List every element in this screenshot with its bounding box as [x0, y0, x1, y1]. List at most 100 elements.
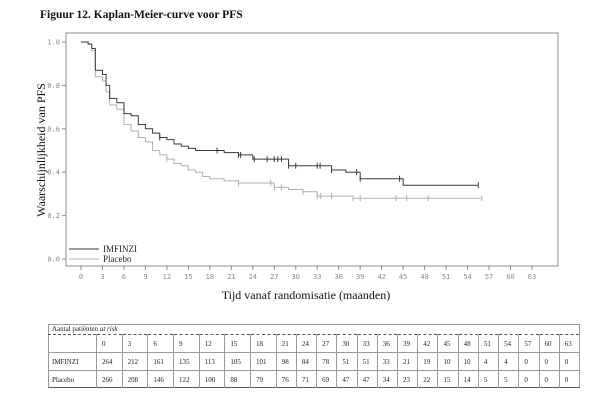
x-tick-label: 24	[249, 273, 257, 281]
risk-table-timepoint: 45	[437, 334, 459, 353]
risk-table-cell: 0	[518, 370, 540, 388]
risk-table-cell: 0	[538, 352, 560, 371]
risk-table-cell: 69	[316, 370, 337, 388]
risk-table-timepoint: 12	[198, 334, 225, 353]
risk-caption-italic: at risk	[99, 325, 118, 333]
x-axis-label: Tijd vanaf randomisatie (maanden)	[222, 288, 391, 302]
risk-table-cell: 10	[457, 352, 479, 371]
risk-table-cell: 88	[224, 370, 251, 388]
risk-table-cell: 34	[376, 370, 398, 388]
risk-table-cell: 0	[518, 352, 540, 371]
x-tick-label: 42	[377, 273, 385, 281]
risk-table-cell: 10	[437, 352, 459, 371]
x-tick-label: 60	[506, 273, 514, 281]
risk-table-timepoint: 24	[295, 334, 317, 353]
y-axis: 0.0 0.2 0.4 0.6 0.8 1.0	[47, 39, 66, 264]
risk-table-cell: 79	[250, 370, 277, 388]
plot-frame	[65, 32, 559, 267]
risk-table-cell: 135	[173, 352, 200, 371]
risk-table-cell: 264	[96, 352, 123, 371]
y-tick-label: 0.4	[47, 169, 60, 177]
x-tick-label: 51	[442, 273, 450, 281]
risk-table-cell: 76	[275, 370, 297, 388]
x-axis: 0 3 6 9 12 15 18 21 24 27 30 33 36 39 42 45 48 51 54 57 60 63	[79, 266, 536, 281]
legend-label-placebo: Placebo	[103, 254, 132, 264]
y-tick-label: 0.8	[47, 82, 60, 90]
km-chart: 0.00.20.40.60.81.0 0 3 6 9 12 15 18 21 24 27 30 33 3…	[34, 32, 559, 302]
x-tick-label: 63	[528, 273, 536, 281]
risk-table-row-label: IMFINZI	[48, 352, 97, 371]
risk-table-timepoint: 51	[477, 334, 499, 353]
curves	[81, 41, 483, 202]
risk-table-cell: 22	[417, 370, 438, 388]
x-tick-label: 45	[399, 273, 407, 281]
x-tick-label: 36	[334, 273, 342, 281]
x-tick-label: 9	[143, 273, 147, 281]
risk-table-timepoint: 33	[356, 334, 378, 353]
risk-table-cell: 4	[477, 352, 499, 371]
risk-table-corner	[48, 335, 97, 353]
risk-table-caption: Aantal patiënten at risk	[48, 324, 579, 335]
risk-table-cell: 47	[356, 370, 378, 388]
risk-table-timepoint: 60	[538, 334, 560, 353]
y-tick-label: 0.6	[47, 125, 60, 133]
x-tick-label: 27	[270, 273, 278, 281]
risk-table-timepoint: 54	[498, 334, 519, 353]
risk-table-timepoint: 42	[417, 334, 438, 353]
risk-table-cell: 19	[417, 352, 438, 371]
x-tick-label: 30	[292, 273, 300, 281]
risk-table-cell: 161	[147, 352, 174, 371]
risk-table-cell: 21	[397, 352, 418, 371]
risk-table-cell: 5	[477, 370, 499, 388]
risk-table-cell: 23	[397, 370, 418, 388]
y-axis-label: Waarschijnlijkheid van PFS	[34, 83, 48, 217]
risk-table-row: Placebo 266 208 146 122 100 88 79 76 71 69 47 47 34 23…	[48, 370, 579, 388]
risk-table-timepoint: 0	[96, 334, 123, 353]
x-tick-label: 0	[79, 273, 83, 281]
risk-table-cell: 212	[121, 352, 148, 371]
risk-caption-text: Aantal patiënten	[52, 325, 100, 333]
risk-table-cell: 51	[336, 352, 358, 371]
risk-table-cell: 15	[437, 370, 459, 388]
y-tick-label: 0.2	[47, 212, 60, 220]
x-tick-label: 48	[420, 273, 428, 281]
x-tick-label: 21	[227, 273, 235, 281]
km-curve-placebo	[81, 41, 482, 199]
risk-table-timepoint: 48	[457, 334, 479, 353]
risk-table-cell: 0	[558, 370, 579, 388]
x-tick-label: 3	[100, 273, 104, 281]
risk-table-cell: 0	[538, 370, 560, 388]
risk-table-cell: 122	[173, 370, 200, 388]
risk-table-row: IMFINZI 264 212 161 135 113 105 101 98 84 78 51 51 33…	[48, 352, 579, 371]
risk-table-cell: 208	[121, 370, 148, 388]
x-tick-label: 54	[463, 273, 471, 281]
risk-table: Aantal patiënten at risk 0 3 6 9 12 15 18 21 24 2…	[48, 324, 579, 388]
legend: IMFINZI Placebo	[69, 244, 137, 264]
x-tick-label: 18	[206, 273, 214, 281]
x-tick-label: 57	[485, 273, 493, 281]
risk-table-cell: 51	[356, 352, 378, 371]
risk-table-timepoint: 15	[224, 334, 251, 353]
risk-table-header-row: 0 3 6 9 12 15 18 21 24 27 30 33 36 39 42 45 48 51 54 57 60 63	[48, 334, 579, 353]
risk-table-timepoint: 21	[275, 334, 297, 353]
risk-table-cell: 100	[198, 370, 225, 388]
x-tick-label: 39	[356, 273, 364, 281]
risk-table-timepoint: 6	[147, 334, 174, 353]
risk-table-row-label: Placebo	[48, 370, 97, 388]
y-tick-label: 1.0	[47, 39, 60, 47]
risk-table-cell: 78	[316, 352, 337, 371]
risk-table-cell: 0	[558, 352, 579, 371]
risk-table-cell: 146	[147, 370, 174, 388]
risk-table-cell: 4	[498, 352, 519, 371]
risk-table-timepoint: 57	[518, 334, 540, 353]
risk-table-cell: 266	[96, 370, 123, 388]
risk-table-cell: 5	[498, 370, 519, 388]
risk-table-cell: 71	[295, 370, 317, 388]
x-tick-label: 33	[313, 273, 321, 281]
risk-table-cell: 84	[295, 352, 317, 371]
risk-table-cell: 47	[336, 370, 358, 388]
x-tick-label: 12	[163, 273, 171, 281]
x-tick-label: 15	[184, 273, 192, 281]
km-curve-imfinzi	[81, 41, 479, 186]
risk-table-cell: 105	[224, 352, 251, 371]
